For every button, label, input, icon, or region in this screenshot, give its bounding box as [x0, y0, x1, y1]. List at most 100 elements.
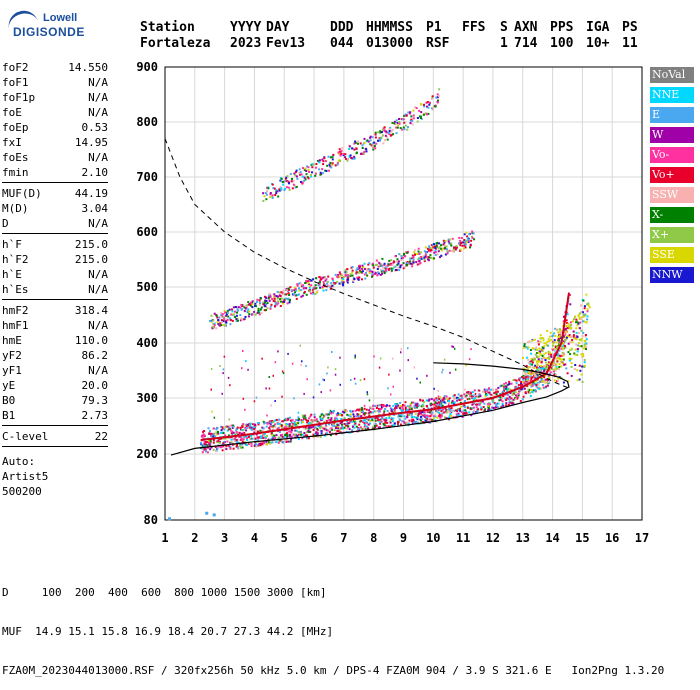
echo-point-f2 [268, 442, 271, 445]
echo-point-f2 [506, 397, 509, 400]
footer-muf-row: MUF 14.9 15.1 15.8 16.9 18.4 20.7 27.3 4… [2, 625, 334, 638]
echo-point-f2 [279, 425, 282, 428]
echo-point-f2-2hop [248, 310, 251, 313]
echo-point-f2 [508, 380, 511, 383]
echo-point-f2 [331, 428, 333, 431]
echo-point-f2 [241, 446, 244, 449]
echo-point-spread [556, 360, 559, 363]
echo-point-f2 [254, 429, 257, 432]
echo-point-f2 [383, 412, 385, 415]
echo-point-f2 [333, 424, 336, 427]
echo-point-spread [583, 359, 586, 361]
echo-point-f2-2hop [396, 260, 399, 263]
echo-point-f2 [230, 432, 233, 435]
echo-point-spread [583, 364, 586, 367]
echo-point-f2-2hop [314, 292, 317, 295]
echo-point-f2-2hop [319, 286, 322, 289]
echo-point-f2 [306, 434, 309, 437]
param-separator [2, 299, 108, 300]
echo-point-f2 [512, 379, 515, 381]
echo-point-f2-2hop [311, 288, 314, 291]
echo-point-f2 [358, 408, 361, 411]
param-name: hmF1 [2, 319, 29, 332]
echo-point-f2-3hop [363, 137, 366, 140]
echo-point-f2-2hop [223, 309, 226, 312]
echo-point-f2-2hop [240, 303, 243, 306]
echo-point-f2 [503, 383, 506, 386]
echo-point-f2 [372, 425, 375, 428]
echo-point-f2 [202, 444, 205, 447]
echo-point-spread [543, 353, 546, 356]
echo-point-x [526, 341, 529, 344]
echo-point-spread [580, 373, 583, 376]
echo-point-f2 [385, 417, 388, 419]
echo-point-f2 [204, 446, 207, 449]
echo-point-f2 [336, 414, 339, 417]
echo-point-f2-2hop [341, 276, 344, 279]
echo-point-f2 [402, 404, 404, 406]
echo-point-f2 [456, 399, 459, 402]
echo-point-f2-2hop [394, 255, 397, 258]
echo-point-f2 [239, 436, 242, 438]
echo-point-f2 [307, 437, 310, 440]
echo-point-f2-2hop [235, 320, 238, 323]
echo-point-f2-2hop [349, 274, 352, 277]
echo-point-f2 [306, 421, 309, 424]
echo-point-f2 [224, 426, 227, 429]
echo-point-f2 [282, 441, 285, 444]
echo-point-noise [390, 417, 393, 420]
echo-point-f2-3hop [410, 115, 413, 118]
echo-point-f2-3hop [383, 126, 386, 129]
echo-point-f2-2hop [231, 319, 234, 322]
echo-point-f2-3hop [303, 175, 306, 178]
echo-point-f2-2hop [460, 241, 463, 244]
echo-point-f2-3hop [349, 154, 352, 157]
echo-point-f2-2hop [266, 307, 269, 310]
echo-point-f2 [557, 337, 560, 340]
echo-point-f2-3hop [374, 131, 377, 134]
echo-point-f2 [369, 422, 372, 425]
echo-point-f2 [284, 433, 287, 436]
echo-point-spread [551, 348, 554, 351]
echo-point-f2 [513, 390, 516, 393]
footer-distance-row: D 100 200 400 600 800 1000 1500 3000 [km… [2, 586, 327, 599]
echo-point-f2 [237, 441, 240, 444]
echo-point-f2-2hop [237, 319, 239, 322]
echo-point-f2-3hop [384, 134, 387, 137]
echo-point-f2 [473, 406, 476, 409]
echo-point-f2 [465, 394, 468, 397]
echo-point-f2 [336, 423, 339, 426]
echo-point-f2-3hop [262, 200, 265, 202]
echo-point-f2-3hop [286, 175, 289, 178]
echo-point-f2 [555, 365, 558, 368]
echo-point-spread [569, 335, 572, 338]
echo-point-f2 [239, 445, 242, 447]
echo-point-f2 [376, 417, 379, 419]
echo-point-f2 [343, 411, 346, 414]
echo-point-noise [306, 378, 308, 381]
echo-point-f2-3hop [316, 159, 319, 162]
echo-point-f2-3hop [300, 181, 303, 183]
echo-point-f2 [471, 395, 473, 398]
echo-point-f2 [383, 418, 386, 421]
echo-point-noise [470, 348, 472, 351]
echo-point-f2 [265, 421, 268, 424]
echo-point-f2-3hop [269, 196, 272, 199]
echo-point-f2-2hop [438, 242, 441, 245]
echo-point-f2 [533, 383, 536, 386]
echo-point-noise [327, 366, 329, 369]
echo-point-x [534, 353, 537, 356]
x-tick-label: 14 [545, 531, 559, 545]
echo-point-spread [556, 354, 559, 357]
echo-point-f2 [451, 400, 454, 403]
echo-point-f2 [200, 435, 203, 438]
echo-point-f2-3hop [409, 111, 412, 114]
echo-point-f2 [313, 436, 316, 439]
header-labels-cell: P1 [426, 20, 442, 35]
echo-point-spread [565, 325, 568, 327]
echo-point-x [572, 335, 575, 338]
echo-point-f2-2hop [276, 297, 279, 300]
echo-point-f2-2hop [351, 274, 354, 277]
echo-point-f2-3hop [407, 126, 409, 129]
echo-point-f2-3hop [273, 187, 276, 190]
